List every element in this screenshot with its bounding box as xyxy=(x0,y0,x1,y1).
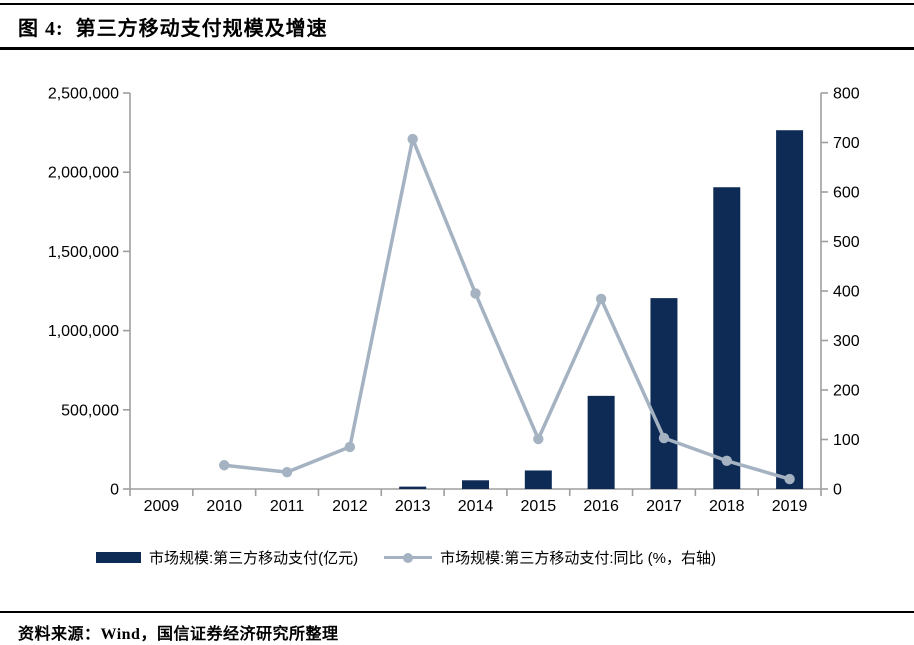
x-axis-year-label: 2015 xyxy=(521,498,557,515)
y-left-tick-label: 2,500,000 xyxy=(48,86,119,103)
yoy-growth-marker xyxy=(721,455,732,466)
bar-series-group xyxy=(399,130,804,490)
yoy-growth-marker xyxy=(658,432,670,444)
x-axis-year-label: 2016 xyxy=(583,498,619,515)
bar-2014 xyxy=(462,480,489,489)
y-right-tick-label: 200 xyxy=(833,383,860,400)
x-axis-year-label: 2018 xyxy=(709,498,745,515)
x-axis-year-label: 2009 xyxy=(144,498,180,515)
y-left-tick-label: 0 xyxy=(110,482,119,499)
legend-line-label: 市场规模:第三方移动支付:同比 (%，右轴) xyxy=(440,550,717,567)
yoy-growth-marker xyxy=(344,441,356,453)
x-axis-year-label: 2017 xyxy=(646,498,682,515)
bar-2017 xyxy=(650,298,678,489)
x-axis-year-label: 2013 xyxy=(395,498,431,515)
y-left-tick-label: 1,500,000 xyxy=(48,244,119,261)
yoy-growth-marker xyxy=(281,466,293,478)
footer-border-rule xyxy=(0,611,914,613)
yoy-growth-marker xyxy=(470,288,481,299)
y-right-tick-label: 600 xyxy=(833,185,860,202)
yoy-growth-marker xyxy=(784,473,795,485)
x-axis-year-label: 2012 xyxy=(332,498,368,515)
x-axis-year-label: 2010 xyxy=(206,498,242,515)
bar-2016 xyxy=(587,395,615,489)
y-left-tick-label: 500,000 xyxy=(61,402,119,419)
yoy-growth-marker xyxy=(407,133,418,145)
y-left-tick-label: 2,000,000 xyxy=(48,165,119,182)
data-source-note: 资料来源：Wind，国信证券经济研究所整理 xyxy=(18,626,339,643)
y-right-tick-label: 400 xyxy=(833,284,860,301)
legend-bar-label: 市场规模:第三方移动支付(亿元) xyxy=(149,550,359,567)
axes-group xyxy=(123,92,828,496)
bar-2013 xyxy=(399,486,427,489)
y-right-tick-label: 800 xyxy=(833,86,860,103)
yoy-growth-marker xyxy=(533,433,544,445)
y-right-tick-label: 700 xyxy=(833,135,860,152)
yoy-growth-marker xyxy=(219,460,230,471)
y-right-tick-label: 500 xyxy=(833,234,860,251)
title-underline-rule xyxy=(0,47,914,50)
x-axis-year-label: 2019 xyxy=(772,498,808,515)
y-right-tick-label: 300 xyxy=(833,333,860,350)
bar-2019 xyxy=(776,130,804,489)
line-series-group xyxy=(219,133,795,485)
yoy-growth-marker xyxy=(595,293,607,305)
line-series-swatch-icon xyxy=(384,552,433,564)
chart-legend: 市场规模:第三方移动支付(亿元) 市场规模:第三方移动支付:同比 (%，右轴) xyxy=(96,547,716,568)
x-axis-year-label: 2011 xyxy=(270,498,305,515)
x-axis-year-label: 2014 xyxy=(458,498,494,515)
legend-item-yoy-growth: 市场规模:第三方移动支付:同比 (%，右轴) xyxy=(384,547,716,568)
figure-title: 图 4: 第三方移动支付规模及增速 xyxy=(18,18,328,40)
y-right-tick-label: 100 xyxy=(833,432,860,449)
bar-series-swatch-icon xyxy=(96,552,141,563)
top-border-rule xyxy=(0,3,914,5)
legend-item-market-scale: 市场规模:第三方移动支付(亿元) xyxy=(96,547,358,568)
y-left-tick-label: 1,000,000 xyxy=(48,323,119,340)
bar-2018 xyxy=(713,187,741,490)
axis-labels-group: 0 500,000 1,000,000 1,500,000 2,000,000 2,500… xyxy=(48,86,860,516)
y-right-tick-label: 0 xyxy=(833,482,842,499)
bar-2015 xyxy=(524,470,552,489)
yoy-growth-line xyxy=(224,137,791,481)
